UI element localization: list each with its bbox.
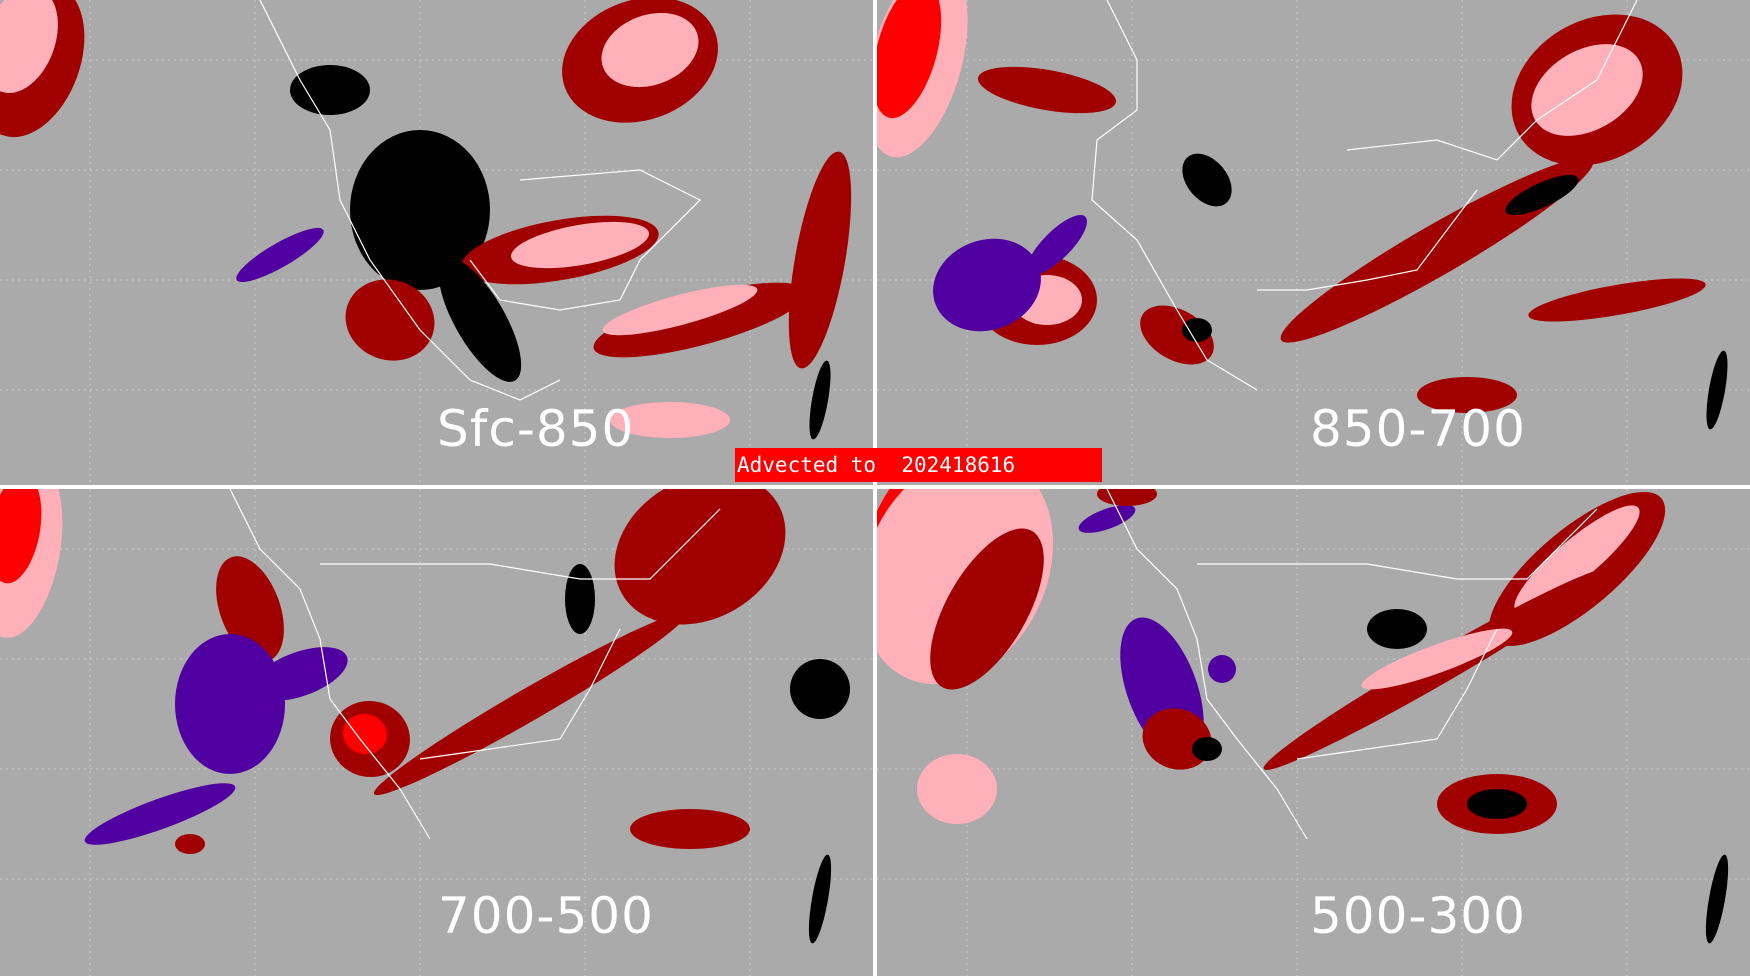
field-region-pink — [510, 221, 650, 269]
field-region-dark-red — [930, 528, 1044, 690]
field-region-black — [438, 258, 522, 382]
field-region-black — [565, 564, 595, 634]
field-region-black — [1467, 789, 1527, 819]
coastline-borders — [259, 0, 702, 401]
coastline-borders — [1091, 0, 1638, 391]
field-region-dark-red — [977, 66, 1117, 114]
field-region-pink — [602, 284, 758, 336]
coastline-borders — [1106, 489, 1598, 840]
field-region-purple — [84, 783, 236, 845]
field-region-dark-red — [614, 489, 786, 625]
field-region-black — [1367, 609, 1427, 649]
field-region-pink — [1531, 44, 1643, 136]
field-region-purple — [175, 634, 285, 774]
field-region-purple — [1208, 655, 1236, 683]
field-region-pink — [917, 754, 997, 824]
field-region-black — [350, 130, 490, 290]
field-region-dark-red — [1528, 278, 1706, 322]
field-region-dark-red — [1097, 489, 1157, 506]
field-region-black — [1705, 854, 1729, 944]
field-region-red — [343, 713, 387, 755]
field-region-dark-red — [1417, 377, 1517, 413]
field-region-black — [1182, 318, 1212, 342]
field-region-pink — [1361, 628, 1513, 690]
field-region-dark-red — [1280, 157, 1594, 343]
field-region-dark-red — [373, 612, 687, 796]
panel-sfc-850: Sfc-850 — [0, 0, 873, 485]
field-region-black — [808, 854, 832, 944]
field-region-black — [290, 65, 370, 115]
map-sfc-850 — [0, 0, 873, 485]
coastline-borders — [229, 489, 721, 840]
field-region-purple — [1078, 505, 1136, 533]
advected-time-banner: Advected to 202418616 — [735, 448, 1102, 482]
field-region-red — [877, 0, 942, 119]
field-region-black — [1192, 737, 1222, 761]
layer-label: 500-300 — [1310, 887, 1526, 945]
field-region-black — [809, 360, 831, 440]
field-region-dark-red — [788, 151, 852, 369]
field-region-dark-red — [175, 834, 205, 854]
layer-label: 850-700 — [1310, 400, 1526, 458]
panel-500-300: 500-300 — [877, 489, 1750, 976]
panel-850-700: 850-700 — [877, 0, 1750, 485]
field-region-purple — [1121, 641, 1157, 677]
field-region-black — [790, 659, 850, 719]
field-region-dark-red — [345, 279, 435, 361]
panel-700-500: 700-500 — [0, 489, 873, 976]
field-region-black — [1182, 153, 1232, 207]
field-region-purple — [933, 238, 1041, 332]
map-850-700 — [877, 0, 1750, 485]
field-region-pink — [610, 402, 730, 438]
layer-label: 700-500 — [438, 887, 654, 945]
field-region-pink — [0, 0, 58, 94]
field-region-pink — [601, 12, 699, 88]
map-700-500 — [0, 489, 873, 976]
field-region-purple — [236, 227, 324, 283]
field-region-black — [1505, 174, 1579, 216]
field-region-purple — [1027, 215, 1087, 275]
field-region-black — [1706, 350, 1728, 430]
field-region-dark-red — [630, 809, 750, 849]
map-500-300 — [877, 489, 1750, 976]
field-region-red — [0, 489, 42, 584]
field-region-dark-red — [593, 282, 807, 358]
layer-label: Sfc-850 — [437, 400, 635, 458]
field-region-pink — [1514, 505, 1640, 613]
